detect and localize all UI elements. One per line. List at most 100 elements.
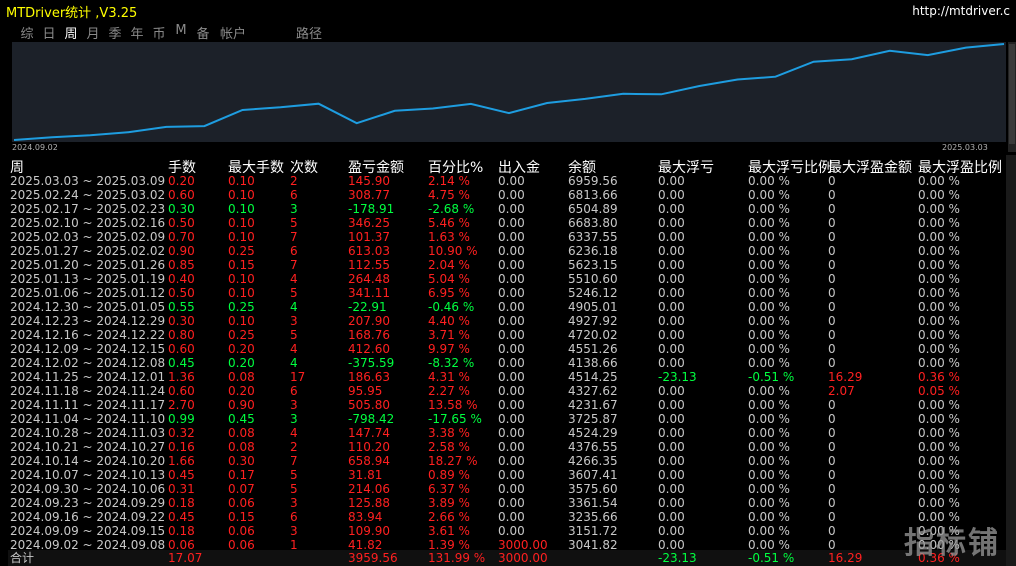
header-max-lots: 最大手数 [228,160,284,176]
tab-path[interactable]: 路径 [295,27,322,42]
cell-percent: 10.90 % [428,244,478,258]
cell-balance: 3575.60 [568,482,618,496]
tab-week[interactable]: 周 [64,27,78,42]
cell-mfpp: 0.00 % [918,342,960,356]
cell-lots: 0.45 [168,356,195,370]
cell-deposit: 0.00 [498,188,525,202]
cell-week: 2024.10.21 ~ 2024.10.27 [10,440,166,454]
website-link[interactable]: http://mtdriver.c [912,4,1010,18]
cell-mfp: 2.07 [828,384,855,398]
table-row: 2024.10.21 ~ 2024.10.27 0.16 0.08 2 110.20 2.… [8,440,1008,454]
cell-lots: 2.70 [168,398,195,412]
cell-balance: 6504.89 [568,202,618,216]
cell-deposit: 0.00 [498,468,525,482]
tab-magic[interactable]: M [175,23,187,38]
cell-profit: 308.77 [348,188,390,202]
cell-balance: 6959.56 [568,174,618,188]
cell-balance: 3361.54 [568,496,618,510]
chart-end-date: 2025.03.03 [942,143,988,152]
table-row: 2025.02.03 ~ 2025.02.09 0.70 0.10 7 101.37 1.… [8,230,1008,244]
cell-max-lots: 0.10 [228,314,255,328]
cell-percent: 5.46 % [428,216,470,230]
tab-account[interactable]: 帐户 [219,27,246,42]
tab-notes[interactable]: 备 [196,27,210,42]
tab-overview[interactable]: 综 [20,27,34,42]
tab-day[interactable]: 日 [42,27,56,42]
cell-lots: 0.60 [168,384,195,398]
chart-scrollbar[interactable] [1008,42,1016,152]
cell-mfl: 0.00 [658,328,685,342]
cell-profit: 95.95 [348,384,383,398]
cell-mfp: 0 [828,440,836,454]
cell-mfl: 0.00 [658,482,685,496]
cell-max-lots: 0.20 [228,342,255,356]
cell-max-lots: 0.10 [228,272,255,286]
cell-max-lots: 0.08 [228,426,255,440]
cell-week: 2024.11.04 ~ 2024.11.10 [10,412,166,426]
cell-mfp: 0 [828,524,836,538]
cell-deposit: 0.00 [498,272,525,286]
cell-mfp: 0 [828,202,836,216]
cell-max-lots: 0.06 [228,496,255,510]
total-deposit: 3000.00 [498,551,548,565]
cell-count: 4 [290,356,298,370]
cell-max-lots: 0.20 [228,356,255,370]
cell-mfl: -23.13 [658,370,697,384]
right-scrollbar[interactable] [1006,155,1016,566]
table-row: 2024.12.23 ~ 2024.12.29 0.30 0.10 3 207.90 4.… [8,314,1008,328]
table-row: 2024.11.11 ~ 2024.11.17 2.70 0.90 3 505.80 13… [8,398,1008,412]
cell-count: 7 [290,258,298,272]
cell-mflp: 0.00 % [748,538,790,552]
cell-week: 2024.09.30 ~ 2024.10.06 [10,482,166,496]
cell-deposit: 0.00 [498,230,525,244]
table-row: 2024.11.18 ~ 2024.11.24 0.60 0.20 6 95.95 2.2… [8,384,1008,398]
cell-mfp: 0 [828,258,836,272]
cell-count: 5 [290,216,298,230]
cell-mfl: 0.00 [658,230,685,244]
tab-quarter[interactable]: 季 [108,27,122,42]
cell-week: 2024.10.28 ~ 2024.11.03 [10,426,166,440]
cell-mfl: 0.00 [658,342,685,356]
cell-mflp: 0.00 % [748,286,790,300]
cell-mfpp: 0.00 % [918,174,960,188]
cell-balance: 4927.92 [568,314,618,328]
cell-mfpp: 0.00 % [918,440,960,454]
cell-deposit: 0.00 [498,286,525,300]
title-bar: MTDriver统计 ,V3.25 http://mtdriver.c [0,0,1016,22]
cell-percent: -0.46 % [428,300,475,314]
cell-lots: 0.30 [168,202,195,216]
cell-count: 6 [290,384,298,398]
tab-symbol[interactable]: 币 [152,27,166,42]
table-row: 2025.03.03 ~ 2025.03.09 0.20 0.10 2 145.90 2.… [8,174,1008,188]
total-label: 合计 [10,551,35,565]
cell-count: 4 [290,426,298,440]
scrollbar-thumb[interactable] [1009,44,1015,144]
cell-count: 6 [290,188,298,202]
cell-week: 2024.09.02 ~ 2024.09.08 [10,538,166,552]
cell-lots: 0.31 [168,482,195,496]
cell-deposit: 0.00 [498,496,525,510]
cell-balance: 4266.35 [568,454,618,468]
cell-max-lots: 0.15 [228,258,255,272]
tab-year[interactable]: 年 [130,27,144,42]
cell-percent: 5.04 % [428,272,470,286]
cell-count: 3 [290,412,298,426]
header-deposit: 出入金 [498,160,540,176]
header-max-float-profit-pct: 最大浮盈比例 [918,160,1002,176]
cell-profit: -375.59 [348,356,395,370]
cell-balance: 4551.26 [568,342,618,356]
cell-week: 2024.12.23 ~ 2024.12.29 [10,314,166,328]
table-row: 2024.11.04 ~ 2024.11.10 0.99 0.45 3 -798.42 -… [8,412,1008,426]
cell-lots: 0.16 [168,440,195,454]
cell-mfl: 0.00 [658,524,685,538]
cell-deposit: 3000.00 [498,538,548,552]
table-row: 2024.10.07 ~ 2024.10.13 0.45 0.17 5 31.81 0.8… [8,468,1008,482]
cell-mfpp: 0.00 % [918,216,960,230]
cell-max-lots: 0.20 [228,384,255,398]
tab-month[interactable]: 月 [86,27,100,42]
cell-mfpp: 0.00 % [918,538,960,552]
cell-mflp: 0.00 % [748,328,790,342]
cell-lots: 0.70 [168,230,195,244]
cell-balance: 3041.82 [568,538,618,552]
cell-balance: 4514.25 [568,370,618,384]
